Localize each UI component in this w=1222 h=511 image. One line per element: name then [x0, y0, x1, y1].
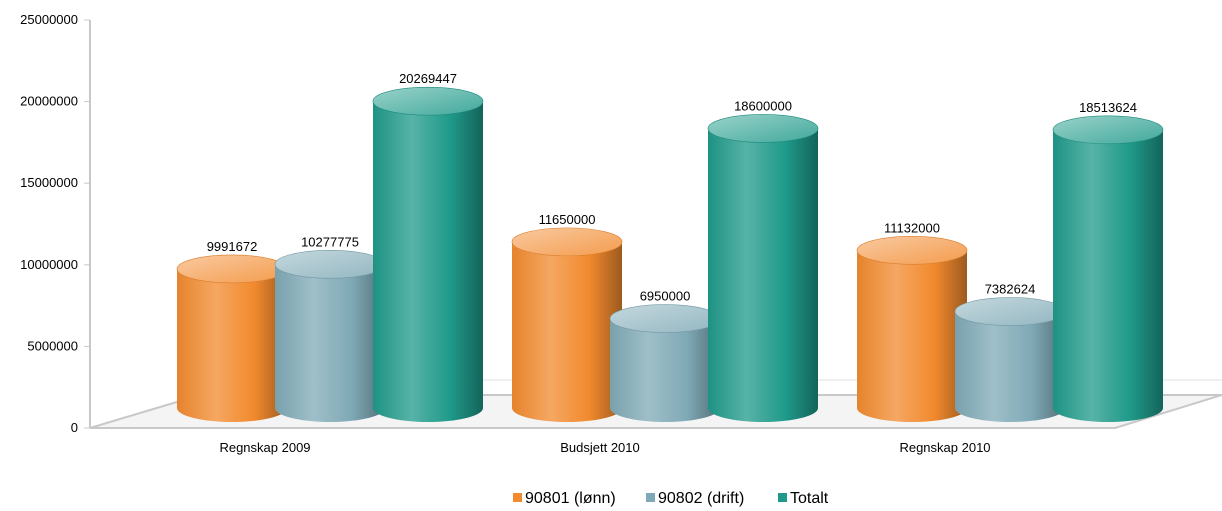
bar-body [373, 101, 483, 422]
legend-label: 90801 (lønn) [525, 490, 616, 507]
bar-body [275, 264, 385, 422]
bar-body [955, 311, 1065, 422]
legend-label: 90802 (drift) [658, 490, 744, 507]
legend: 90801 (lønn) 90802 (drift) Totalt [513, 490, 829, 507]
x-tick-label: Budsjett 2010 [560, 440, 640, 455]
legend-label: Totalt [790, 490, 829, 507]
bar-cylinder [274, 249, 386, 422]
bar-top [856, 236, 968, 265]
bar-cylinder [856, 236, 968, 422]
y-tick-label: 15000000 [20, 175, 78, 190]
y-tick-label: 20000000 [20, 94, 78, 109]
data-label: 11132000 [884, 220, 940, 235]
y-tick-label: 5000000 [27, 338, 78, 353]
bar-cylinder [176, 254, 288, 422]
bar-cylinder [1052, 115, 1164, 422]
bar-top [176, 254, 288, 284]
data-label: 11650000 [539, 212, 596, 227]
legend-swatch [646, 493, 655, 502]
bar-body [708, 128, 818, 422]
bar-body [177, 268, 287, 422]
bar-top [372, 86, 484, 116]
bar-cylinder [954, 297, 1066, 422]
data-label: 20269447 [399, 71, 457, 86]
y-axis-ticks: 0 5000000 10000000 15000000 20000000 25000000 [20, 12, 90, 435]
bar-body [512, 241, 622, 422]
y-tick-label: 0 [71, 420, 78, 435]
x-tick-label: Regnskap 2010 [899, 440, 990, 455]
legend-swatch [513, 493, 522, 502]
data-label: 6950000 [640, 289, 691, 304]
bar-cylinder [707, 114, 819, 422]
bar-cylinder [511, 227, 623, 422]
bar-top [609, 304, 721, 333]
bar-top [707, 114, 819, 143]
bar-body [1053, 129, 1163, 422]
data-label: 18600000 [734, 98, 792, 113]
x-axis-ticks: Regnskap 2009 Budsjett 2010 Regnskap 2010 [219, 440, 990, 455]
data-label: 10277775 [301, 234, 359, 249]
bar-top [954, 297, 1066, 326]
data-label: 9991672 [207, 239, 258, 254]
y-tick-label: 10000000 [20, 257, 78, 272]
bar-series [176, 86, 1164, 422]
y-tick-label: 25000000 [20, 12, 78, 27]
bar-body [857, 250, 967, 422]
bar-cylinder [609, 304, 721, 422]
data-labels: 9991672 10277775 20269447 11650000 6950000 18… [207, 71, 1137, 303]
bar-top [274, 249, 386, 279]
data-label: 18513624 [1079, 100, 1137, 115]
legend-swatch [778, 493, 787, 502]
bar-body [610, 318, 720, 422]
bar-top [1052, 115, 1164, 145]
bar-top [511, 227, 623, 257]
x-tick-label: Regnskap 2009 [219, 440, 310, 455]
data-label: 7382624 [985, 282, 1036, 297]
bar-cylinder [372, 86, 484, 422]
